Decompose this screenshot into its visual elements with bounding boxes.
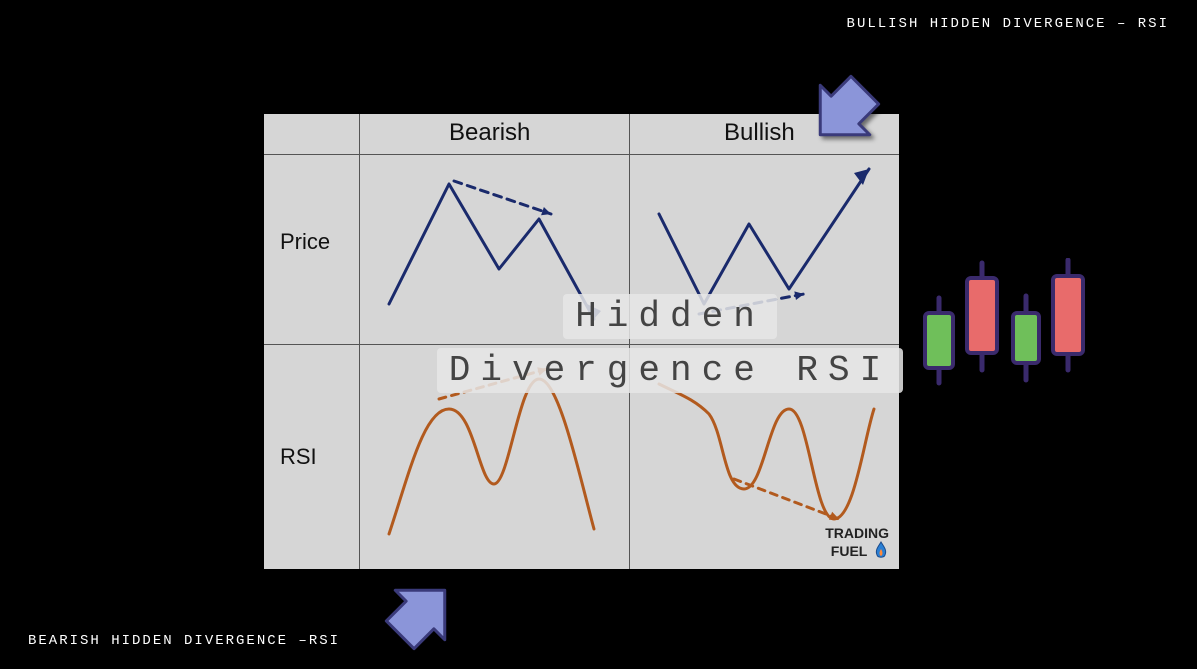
rsi-bullish-chart: [639, 354, 894, 554]
bottom-left-label: BEARISH HIDDEN DIVERGENCE –RSI: [28, 633, 340, 649]
grid-line: [264, 344, 899, 345]
top-right-label: BULLISH HIDDEN DIVERGENCE – RSI: [847, 16, 1169, 32]
row-header-price: Price: [280, 229, 330, 255]
trading-fuel-logo: TRADING FUEL: [825, 527, 889, 563]
rsi-bearish-chart: [369, 354, 624, 554]
flame-icon: [873, 541, 889, 563]
arrow-icon-bottom: [380, 575, 460, 655]
price-bearish-chart: [369, 159, 624, 339]
arrow-icon-top: [805, 70, 885, 150]
price-bullish-chart: [639, 159, 894, 339]
divergence-panel: Bearish Bullish Price RSI TRADING FUEL: [262, 112, 901, 571]
candlestick-icon: [920, 258, 1090, 398]
grid-line: [264, 154, 899, 155]
logo-line1: TRADING: [825, 525, 889, 541]
column-header-bearish: Bearish: [449, 119, 530, 147]
grid-line: [359, 114, 360, 569]
grid-line: [629, 114, 630, 569]
column-header-bullish: Bullish: [724, 119, 795, 147]
row-header-rsi: RSI: [280, 444, 317, 470]
logo-line2: FUEL: [831, 543, 867, 559]
